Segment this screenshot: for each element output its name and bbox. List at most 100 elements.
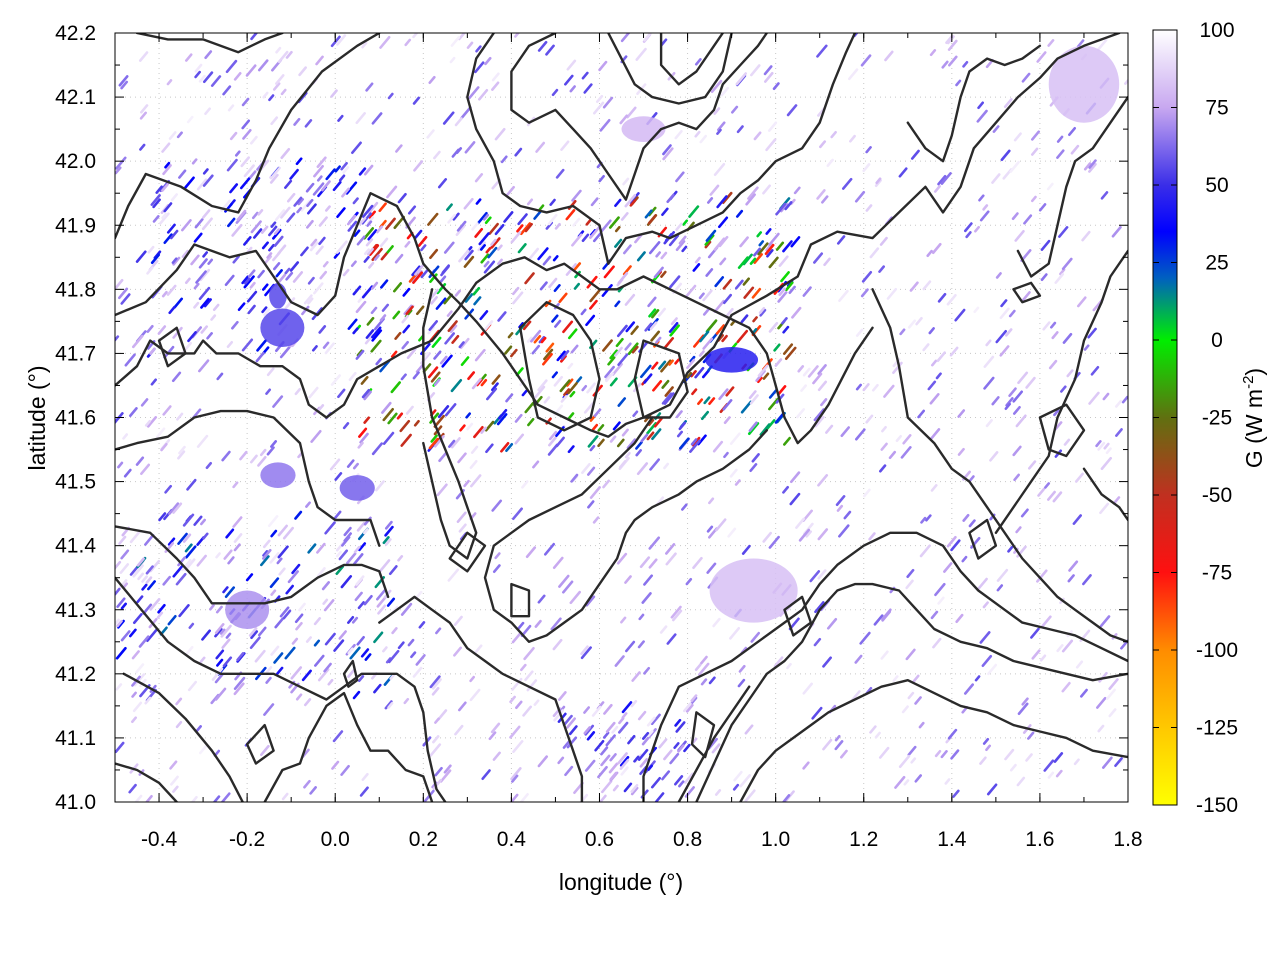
contour-loop [245, 723, 275, 765]
heat-cell [144, 533, 155, 546]
heat-cell [171, 257, 178, 264]
heat-cell [324, 521, 336, 535]
heat-cell [191, 158, 198, 165]
heat-cell [381, 303, 390, 312]
heat-cell [321, 581, 330, 591]
heat-cell [216, 658, 224, 667]
heat-cell [386, 185, 398, 199]
heat-cell [524, 670, 534, 682]
heat-cell [675, 240, 686, 252]
heat-cell [243, 275, 255, 289]
heat-cell [694, 130, 701, 138]
heat-cell [639, 758, 649, 768]
heat-cell [562, 714, 573, 727]
heat-cell [115, 587, 121, 596]
heat-cell [418, 621, 426, 629]
colorbar-tick-label: 50 [1205, 174, 1228, 197]
heat-cell [483, 260, 490, 268]
heat-cell [280, 88, 287, 96]
heat-cell [583, 726, 591, 735]
heat-cell [946, 294, 957, 306]
heat-cell [172, 502, 183, 514]
heat-cell [252, 228, 263, 239]
heat-cell [131, 650, 140, 660]
heat-cell [225, 59, 238, 74]
heat-cell [291, 563, 301, 575]
heat-cell [709, 184, 720, 196]
heat-cell [400, 433, 412, 447]
heat-cell [558, 691, 567, 701]
heat-cell [690, 438, 698, 446]
heat-cell [347, 669, 355, 678]
heat-cell [152, 215, 160, 223]
heat-cell [619, 114, 629, 125]
heat-cell [638, 613, 645, 621]
heat-cell [347, 220, 358, 232]
heat-cell [215, 605, 223, 614]
heat-cell [534, 385, 546, 399]
heat-cell [146, 266, 154, 275]
heat-cell [168, 502, 180, 516]
heat-cell [580, 645, 589, 656]
heat-cell [275, 666, 284, 676]
heat-cell [737, 256, 749, 269]
heat-cell [995, 272, 1002, 279]
heat-cell [1076, 39, 1085, 48]
heat-cell [222, 656, 233, 668]
heat-cell [641, 731, 650, 740]
heat-cell [614, 346, 623, 357]
heat-cell [1015, 526, 1022, 534]
heat-cell [293, 117, 301, 126]
heat-cell [286, 212, 296, 223]
x-tick-label: -0.2 [229, 828, 265, 851]
heat-cell [397, 641, 405, 650]
heat-cell [441, 354, 453, 368]
heat-cell [447, 214, 456, 224]
heat-cell [875, 177, 882, 185]
heat-cell [649, 728, 657, 737]
heat-cell [250, 220, 262, 234]
heat-cell [178, 445, 186, 455]
heat-cell [601, 780, 613, 794]
heat-cell [415, 305, 425, 316]
heat-cell [403, 697, 410, 705]
heat-cell [204, 50, 213, 60]
heat-cell [315, 245, 324, 255]
heat-cell [447, 320, 458, 333]
heat-cell [750, 64, 761, 77]
heat-cell [222, 586, 229, 594]
heat-cell [552, 638, 563, 651]
heat-cell [609, 771, 618, 781]
heat-cell [397, 192, 407, 204]
heat-cell [838, 524, 850, 538]
heat-cell [683, 702, 692, 713]
heat-cell [1030, 147, 1039, 156]
heat-cell [472, 286, 481, 296]
heat-cell [456, 220, 467, 232]
heat-cell [277, 50, 289, 64]
heat-cell [280, 206, 291, 219]
heat-cell [865, 204, 873, 212]
y-axis: 41.041.141.241.341.441.541.641.741.841.9… [55, 22, 1128, 814]
heat-cell [181, 559, 192, 572]
heat-cell [954, 308, 966, 322]
heat-cell [367, 201, 379, 214]
heat-cell [957, 447, 965, 456]
heat-cell [553, 375, 564, 387]
heat-cell [503, 211, 514, 223]
heat-cell [171, 371, 182, 383]
heat-cell [910, 757, 917, 764]
heat-cell [120, 630, 131, 642]
heat-cell [376, 225, 384, 234]
heat-cell [338, 549, 349, 561]
y-tick-label: 41.2 [55, 663, 96, 686]
heat-cell [999, 345, 1010, 357]
heat-cell [605, 721, 616, 733]
heat-cell [710, 79, 723, 94]
heat-cell [848, 68, 859, 81]
heat-cell [527, 247, 540, 262]
x-tick-label: 0.2 [409, 828, 438, 851]
heat-cell [387, 649, 400, 664]
contour-loop [519, 301, 601, 432]
heat-cell [262, 539, 271, 549]
